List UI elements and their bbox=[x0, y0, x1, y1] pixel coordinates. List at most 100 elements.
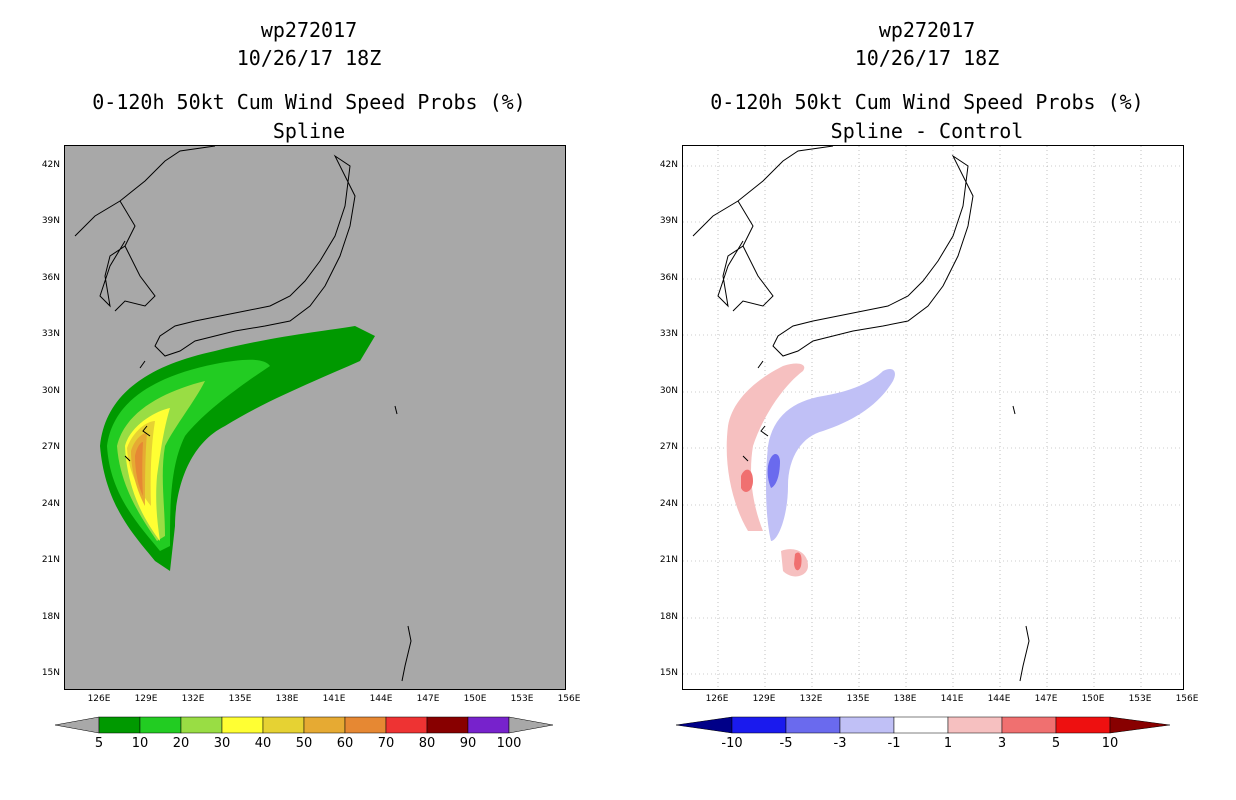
storm-id: wp272017 bbox=[878, 18, 976, 42]
diff-neg-1-3 bbox=[766, 369, 895, 541]
lon-label: 135E bbox=[846, 694, 870, 704]
colorbar-label: 60 bbox=[336, 736, 354, 751]
lon-label: 153E bbox=[1128, 694, 1152, 704]
product-title: 0-120h 50kt Cum Wind Speed Probs (%) bbox=[710, 90, 1144, 114]
colorbar-label: 10 bbox=[131, 736, 149, 751]
init-time: 10/26/17 18Z bbox=[854, 46, 1000, 70]
lat-label: 33N bbox=[659, 329, 678, 339]
diff-pos-3-5 bbox=[741, 469, 753, 492]
lat-label: 18N bbox=[659, 612, 678, 622]
method-title: Spline - Control bbox=[830, 119, 1024, 143]
probability-colorbar bbox=[55, 716, 554, 734]
lon-label: 126E bbox=[705, 694, 729, 704]
cbar-bin-10-20 bbox=[139, 716, 182, 734]
colorbar-label: 5 bbox=[1051, 736, 1061, 751]
lon-label: 141E bbox=[322, 694, 346, 704]
lat-label: 33N bbox=[41, 329, 60, 339]
cbar-bin-30-40 bbox=[221, 716, 264, 734]
lat-label: 39N bbox=[659, 216, 678, 226]
cbar-bin-m3-m1 bbox=[839, 716, 895, 734]
lat-label: 36N bbox=[41, 273, 60, 283]
init-time: 10/26/17 18Z bbox=[236, 46, 382, 70]
cbar-bin-m10-m5 bbox=[731, 716, 787, 734]
colorbar-label: 90 bbox=[459, 736, 477, 751]
coast-ryukyu bbox=[742, 360, 769, 462]
cbar-bin-3-5 bbox=[1001, 716, 1057, 734]
lon-label: 132E bbox=[799, 694, 823, 704]
cbar-bin-5-10 bbox=[98, 716, 141, 734]
coast-korea-china bbox=[74, 146, 216, 312]
colorbar-label: 3 bbox=[997, 736, 1007, 751]
cbar-bin-60-70 bbox=[344, 716, 387, 734]
colorbar-label: -3 bbox=[833, 736, 847, 751]
coast-japan bbox=[772, 154, 974, 357]
lat-label: 15N bbox=[41, 668, 60, 678]
cbar-over-arrow bbox=[508, 716, 554, 734]
colorbar-label: 40 bbox=[254, 736, 272, 751]
lat-label: 42N bbox=[41, 160, 60, 170]
coast-japan bbox=[154, 154, 356, 357]
cbar-bin-50-60 bbox=[303, 716, 346, 734]
lon-label: 144E bbox=[369, 694, 393, 704]
lat-label: 15N bbox=[659, 668, 678, 678]
cbar-bin-20-30 bbox=[180, 716, 223, 734]
left-panel: wp272017 10/26/17 18Z 0-120h 50kt Cum Wi… bbox=[41, 18, 581, 751]
lon-label: 147E bbox=[1034, 694, 1058, 704]
lon-label: 150E bbox=[1081, 694, 1105, 704]
coast-islands bbox=[1012, 405, 1030, 682]
lon-label: 129E bbox=[134, 694, 158, 704]
colorbar-label: -1 bbox=[887, 736, 901, 751]
colorbar-label: -5 bbox=[779, 736, 793, 751]
colorbar-label: -10 bbox=[721, 736, 743, 751]
lon-label: 156E bbox=[557, 694, 581, 704]
coast-korea-china bbox=[692, 146, 834, 312]
colorbar-label: 1 bbox=[943, 736, 953, 751]
lon-label: 153E bbox=[510, 694, 534, 704]
coast-islands bbox=[394, 405, 412, 682]
lon-label: 132E bbox=[181, 694, 205, 704]
colorbar-label: 5 bbox=[94, 736, 104, 751]
lon-label: 135E bbox=[228, 694, 252, 704]
lon-label: 141E bbox=[940, 694, 964, 704]
prob-70 bbox=[135, 442, 143, 496]
lon-label: 129E bbox=[752, 694, 776, 704]
storm-id: wp272017 bbox=[260, 18, 358, 42]
cbar-bin-m5-m3 bbox=[785, 716, 841, 734]
lat-label: 30N bbox=[659, 386, 678, 396]
probability-map bbox=[64, 145, 566, 690]
colorbar-label: 20 bbox=[172, 736, 190, 751]
coast-ryukyu bbox=[124, 360, 151, 462]
lon-label: 126E bbox=[87, 694, 111, 704]
lon-label: 144E bbox=[987, 694, 1011, 704]
diff-neg-3-5 bbox=[767, 454, 780, 488]
product-title: 0-120h 50kt Cum Wind Speed Probs (%) bbox=[92, 90, 526, 114]
lat-label: 39N bbox=[41, 216, 60, 226]
lat-label: 24N bbox=[41, 499, 60, 509]
cbar-over-arrow bbox=[1109, 716, 1171, 734]
cbar-bin-5-10 bbox=[1055, 716, 1111, 734]
cbar-under-arrow bbox=[55, 716, 100, 734]
cbar-under-arrow bbox=[676, 716, 733, 734]
lat-label: 36N bbox=[659, 273, 678, 283]
lat-label: 24N bbox=[659, 499, 678, 509]
lat-label: 42N bbox=[659, 160, 678, 170]
colorbar-label: 70 bbox=[377, 736, 395, 751]
colorbar-label: 100 bbox=[496, 736, 522, 751]
colorbar-label: 50 bbox=[295, 736, 313, 751]
lon-label: 156E bbox=[1175, 694, 1199, 704]
lat-label: 27N bbox=[659, 442, 678, 452]
lon-label: 147E bbox=[416, 694, 440, 704]
lat-label: 21N bbox=[659, 555, 678, 565]
cbar-bin-m1-1 bbox=[893, 716, 949, 734]
cbar-bin-40-50 bbox=[262, 716, 305, 734]
colorbar-label: 30 bbox=[213, 736, 231, 751]
difference-colorbar bbox=[676, 716, 1171, 734]
lon-label: 138E bbox=[275, 694, 299, 704]
lon-label: 138E bbox=[893, 694, 917, 704]
cbar-bin-90-100 bbox=[467, 716, 510, 734]
lat-label: 27N bbox=[41, 442, 60, 452]
lat-label: 30N bbox=[41, 386, 60, 396]
right-panel: wp272017 10/26/17 18Z 0-120h 50kt Cum Wi… bbox=[618, 0, 1236, 800]
colorbar-label: 10 bbox=[1101, 736, 1119, 751]
cbar-bin-1-3 bbox=[947, 716, 1003, 734]
